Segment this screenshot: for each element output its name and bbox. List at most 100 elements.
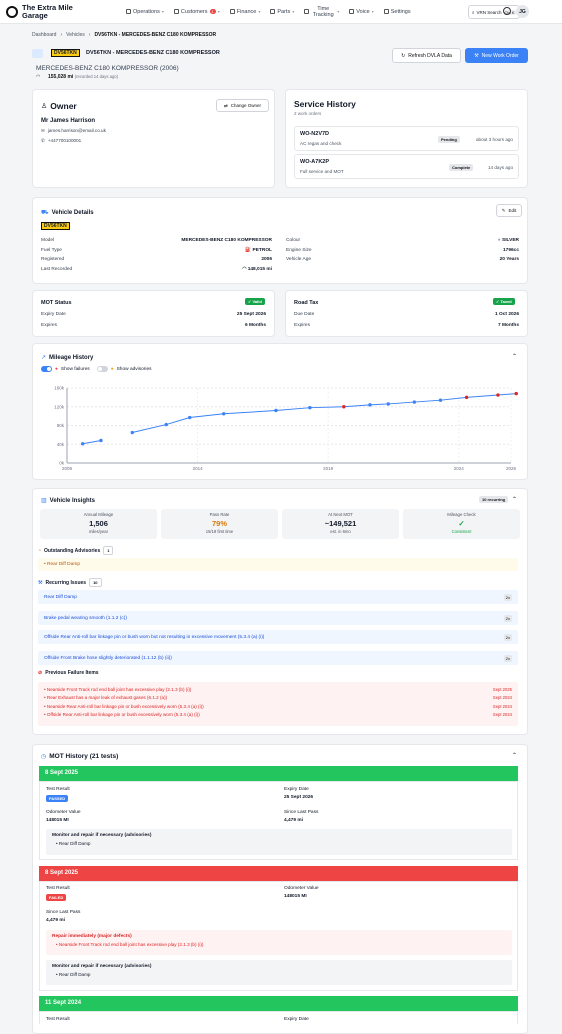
mot-test-header[interactable]: 11 Sept 2024 — [39, 996, 518, 1011]
x-tick-label: 2019 — [323, 466, 334, 471]
stat-value: 1,506 — [89, 519, 108, 528]
data-point[interactable] — [308, 405, 312, 410]
insight-stat: Mileage Check ✓ Consistent — [403, 509, 520, 539]
work-order-row[interactable]: WO-A7K2P Full service and MOT Complete 14 d… — [294, 154, 519, 179]
app-title: The Extra Mile Garage — [22, 2, 73, 20]
odometer-icon: ◠ — [242, 266, 248, 272]
nav-bank[interactable]: Finance ▾ — [229, 8, 260, 15]
failure-point[interactable] — [464, 395, 469, 400]
mot-test-body — [39, 1011, 518, 1024]
nav-box[interactable]: Parts ▾ — [270, 9, 294, 15]
bank-icon — [229, 9, 235, 14]
data-point[interactable] — [130, 430, 134, 435]
owner-phone[interactable]: +447700100001 — [47, 138, 82, 143]
stat-value: 79% — [211, 519, 227, 528]
show-advisories-label: Show advisories — [116, 366, 152, 372]
collapse-chevron-icon[interactable]: ⌃ — [511, 497, 517, 503]
users-icon — [173, 9, 179, 14]
mot-expires-label: Expires — [41, 323, 57, 328]
passed-badge: PASSED — [46, 795, 69, 802]
edit-button[interactable]: ✎ Edit — [496, 204, 522, 217]
phone-icon: ✆ — [41, 138, 45, 143]
data-point[interactable] — [164, 422, 168, 427]
mot-test-header[interactable]: 8 Sept 2025 — [39, 866, 518, 881]
insight-stat: At Next MOT ~149,521 est. in 6mo — [282, 509, 399, 539]
mot-valid-badge: ✓ Valid — [245, 298, 265, 305]
user-swap-icon: ⇄ — [223, 102, 228, 108]
data-point[interactable] — [412, 400, 417, 404]
since-last-pass-label: Since Last Pass — [284, 810, 319, 815]
details-plate-badge: DV56TKN — [41, 222, 70, 230]
data-point[interactable] — [188, 415, 192, 420]
detail-value: 1796cc — [502, 247, 519, 253]
data-point[interactable] — [368, 403, 372, 407]
data-point[interactable] — [222, 412, 226, 416]
owner-heading: Owner — [50, 101, 77, 111]
mot-status-heading: MOT Status — [41, 300, 72, 306]
since-last-pass-label: Since Last Pass — [46, 910, 81, 915]
refresh-dvla-button[interactable]: ↻ Refresh DVLA Data — [392, 48, 461, 63]
y-tick-label: 160k — [54, 386, 65, 391]
change-owner-button[interactable]: ⇄ Change Owner — [216, 99, 269, 112]
logo[interactable]: The Extra Mile Garage — [6, 2, 116, 20]
breadcrumb-vehicles[interactable]: Vehicles — [66, 32, 85, 38]
breadcrumb: Dashboard › Vehicles › DV56TKN - MERCEDES-… — [32, 32, 217, 38]
taxed-badge: ✓ Taxed — [493, 298, 515, 305]
refresh-dvla-label: Refresh DVLA Data — [408, 52, 452, 59]
show-failures-toggle[interactable] — [41, 366, 52, 372]
data-point[interactable] — [438, 398, 443, 402]
nav-gear[interactable]: Settings — [383, 9, 411, 15]
detail-value: MERCEDES-BENZ C180 KOMPRESSOR — [181, 238, 272, 243]
work-order-row[interactable]: WO-N2V7D AC regas and check Pending about 3… — [294, 126, 519, 151]
page-title: DV56TKN - MERCEDES-BENZ C180 KOMPRESSOR — [86, 50, 220, 56]
advisory-item: • Rear Diff Damp — [56, 841, 91, 846]
advisories-box-heading: Monitor and repair if necessary (advisor… — [52, 964, 152, 969]
stat-label: Mileage Check — [447, 512, 476, 517]
nav-calendar[interactable]: Operations ▾ — [126, 9, 164, 15]
failure-date: Sept 2024 — [492, 712, 512, 718]
expiry-label: Expiry Date — [284, 1017, 309, 1022]
avatar[interactable]: JG — [516, 5, 529, 18]
mileage-value: 155,028 mi — [48, 74, 74, 80]
nav-users[interactable]: Customers 1 ▾ — [173, 8, 220, 15]
failure-point[interactable] — [496, 393, 500, 397]
collapse-chevron-icon[interactable]: ⌃ — [511, 354, 517, 360]
detail-label: Registered — [41, 257, 65, 262]
expiry-value: 25 Sept 2026 — [284, 795, 314, 800]
nav-clock[interactable]: Time Tracking ▾ — [304, 6, 339, 18]
new-work-order-button[interactable]: ⚒ New Work Order — [465, 48, 528, 63]
stat-label: At Next MOT — [328, 512, 353, 517]
nav-label: Customers — [180, 8, 208, 15]
test-result-label: Test Result — [46, 886, 70, 891]
car-icon: ⛟ — [41, 210, 49, 216]
owner-email[interactable]: james.harrison@email.co.uk — [47, 128, 106, 133]
show-advisories-toggle[interactable] — [96, 366, 108, 372]
collapse-chevron-icon[interactable]: ⌃ — [511, 753, 517, 759]
advisory-item: • Rear Diff Damp — [56, 972, 91, 977]
odometer-icon: ◠ — [36, 74, 41, 80]
data-point[interactable] — [386, 402, 390, 406]
failure-point[interactable] — [514, 391, 518, 396]
plate-badge: DV56TKN — [51, 49, 80, 57]
failure-point[interactable] — [342, 405, 346, 409]
data-point[interactable] — [99, 438, 103, 443]
mot-test-header[interactable]: 8 Sept 2025 — [39, 766, 518, 781]
vrn-search-button[interactable]: ⌕ VRN Search Ctrl K — [468, 5, 520, 19]
defect-item: • Nearside Front Track rod end ball join… — [56, 942, 204, 947]
breadcrumb-dashboard[interactable]: Dashboard — [32, 32, 57, 38]
work-order-id: WO-N2V7D — [300, 131, 330, 137]
history-icon: ◷ — [41, 754, 47, 760]
nav-label: Finance — [236, 8, 257, 15]
mileage-line — [132, 393, 517, 434]
clock-icon[interactable] — [503, 7, 511, 15]
advisories-box: Monitor and repair if necessary (advisor… — [46, 960, 512, 985]
detail-value: ◠ 148,015 mi — [242, 266, 272, 272]
failure-item: • Offside Rear Anti-roll bar linkage pin… — [44, 711, 512, 720]
test-result-label: Test Result — [46, 787, 70, 792]
main-nav: Operations ▾ Customers 1 ▾ Finance ▾ Parts ▾ Time… — [126, 6, 411, 18]
mileage-history-heading: Mileage History — [49, 354, 94, 361]
data-point[interactable] — [80, 442, 85, 446]
color-swatch-icon: ● — [497, 238, 503, 243]
nav-phone[interactable]: Voice ▾ — [349, 9, 374, 15]
data-point[interactable] — [274, 408, 278, 413]
